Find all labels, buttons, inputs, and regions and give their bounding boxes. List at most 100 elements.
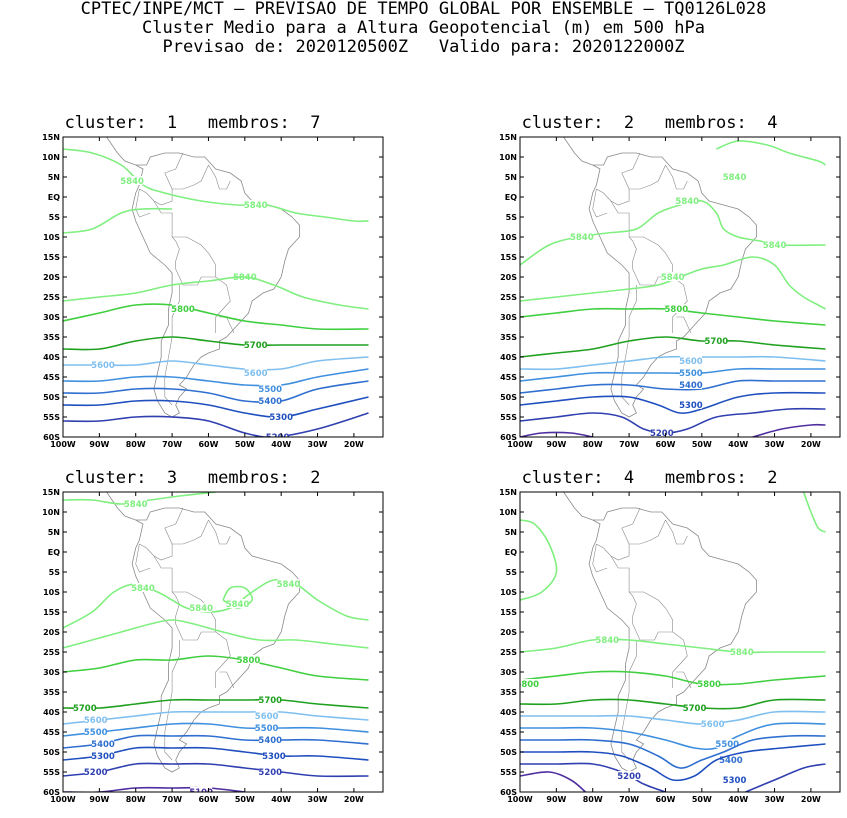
contour-5600 <box>63 710 369 725</box>
contour-label: 5500 <box>84 728 108 738</box>
contour-label-bg <box>650 428 673 437</box>
panel-cluster-1: cluster: 1 membros: 7 5840 5840 5840 5800 57… <box>0 113 385 463</box>
lon-label: 100W <box>507 795 533 804</box>
contour-5400 <box>63 380 369 404</box>
map-plot: 5840 5840 5840 5840 5840 5800 5700 5600 5500 5400… <box>499 133 841 449</box>
lon-label: 20W <box>344 440 364 449</box>
lat-label: 10S <box>43 588 60 597</box>
contour-label: 5800 <box>665 305 689 315</box>
contour-5300 <box>520 391 826 414</box>
lat-label: 55S <box>43 413 60 422</box>
contour-label: 5840 <box>675 197 699 207</box>
contour-5840 <box>716 140 826 166</box>
contour-label-bg <box>698 679 721 688</box>
lon-label: 60W <box>655 795 675 804</box>
contour-label-bg <box>259 384 282 393</box>
lat-label: 5S <box>506 213 518 222</box>
contour-label: 5840 <box>131 584 155 594</box>
contour-label: 5400 <box>679 381 703 391</box>
lon-label: 50W <box>692 795 712 804</box>
lat-label: 5S <box>506 568 518 577</box>
contour-5800 <box>63 655 369 681</box>
country-border <box>621 285 637 406</box>
contour-label: 5600 <box>84 716 108 726</box>
contour-label: 5200 <box>258 768 282 778</box>
country-border <box>610 555 637 624</box>
contour-5700 <box>63 336 369 351</box>
contour-label-bg <box>679 368 702 377</box>
contour-5840 <box>520 638 826 654</box>
country-border <box>172 236 231 333</box>
panel-title: cluster: 3 membros: 2 <box>64 468 321 488</box>
lat-label: 5S <box>49 568 61 577</box>
lat-label: 5N <box>48 528 60 537</box>
contour-5400 <box>520 734 826 769</box>
lon-label: 90W <box>89 440 109 449</box>
contour-label-bg <box>676 196 699 205</box>
lat-label: 30S <box>500 668 517 677</box>
lon-label: 80W <box>583 795 603 804</box>
lon-label: 40W <box>728 440 748 449</box>
country-border <box>592 543 608 573</box>
contour-label: 5840 <box>570 233 594 243</box>
contour-5840 <box>520 199 826 266</box>
contour-label-bg <box>73 703 96 712</box>
country-border <box>164 285 180 406</box>
contour-label-bg <box>730 647 753 656</box>
lon-label: 60W <box>655 440 675 449</box>
country-border <box>629 519 666 545</box>
contour-label: 5840 <box>723 173 747 183</box>
contour-label-bg <box>262 751 285 760</box>
lat-label: 30S <box>500 313 517 322</box>
map-content: 5840 5840 5840 5840 5840 5800 5700 5700 5600 5600… <box>63 492 369 792</box>
lat-label: 60S <box>500 788 517 797</box>
contour-label: 5200 <box>266 433 290 443</box>
lat-label: 10N <box>42 153 60 162</box>
contour-label-bg <box>259 396 282 405</box>
map-content: 5840 5840 5800 5800 5700 5600 5500 5400 5300 5200 <box>520 492 826 792</box>
country-border <box>172 164 209 190</box>
lon-label: 40W <box>728 795 748 804</box>
lon-label: 60W <box>198 440 218 449</box>
contour-5840 <box>520 256 826 310</box>
lat-label: 10N <box>499 153 517 162</box>
country-border <box>208 519 231 545</box>
country-border <box>219 671 235 689</box>
country-border <box>135 543 151 573</box>
contour-5500 <box>63 368 369 387</box>
contour-label-bg <box>719 755 742 764</box>
lat-label: 25S <box>500 648 517 657</box>
contour-label: 5840 <box>277 580 301 590</box>
contour-5200 <box>745 763 826 792</box>
lat-label: 30S <box>43 313 60 322</box>
contour-label-bg <box>190 787 213 792</box>
lon-label: 30W <box>308 795 328 804</box>
contour-label-bg <box>190 603 213 612</box>
lat-label: 15S <box>43 253 60 262</box>
lon-label: 80W <box>126 440 146 449</box>
lat-label: 45S <box>500 728 517 737</box>
contour-label-bg <box>84 767 107 776</box>
lat-label: 40S <box>500 353 517 362</box>
header-title: CPTEC/INPE/MCT – PREVISAO DE TEMPO GLOBA… <box>80 0 767 19</box>
lat-label: 10S <box>500 588 517 597</box>
country-border <box>610 200 637 269</box>
contour-label: 5300 <box>723 776 747 786</box>
contour-label-bg <box>679 380 702 389</box>
map-svg: 5840 5840 5840 5840 5840 5800 5700 5700 5600 5600… <box>42 488 384 804</box>
contour-label: 5840 <box>661 273 685 283</box>
lat-label: 50S <box>43 393 60 402</box>
map-svg: 5840 5840 5800 5800 5700 5600 5500 5400 5300 5200… <box>499 488 841 804</box>
contour-label-bg <box>570 232 593 241</box>
panel-cluster-2: cluster: 2 membros: 4 5840 5840 5840 5840 58… <box>457 113 842 463</box>
contour-label-bg <box>596 635 619 644</box>
lat-label: 15S <box>500 253 517 262</box>
plot-frame <box>519 491 841 793</box>
lon-label: 90W <box>546 440 566 449</box>
country-border <box>596 507 641 561</box>
lat-label: 35S <box>43 688 60 697</box>
lat-label: 15N <box>42 488 60 497</box>
lat-label: 50S <box>500 748 517 757</box>
lon-label: 90W <box>89 795 109 804</box>
contour-label: 5500 <box>255 724 279 734</box>
